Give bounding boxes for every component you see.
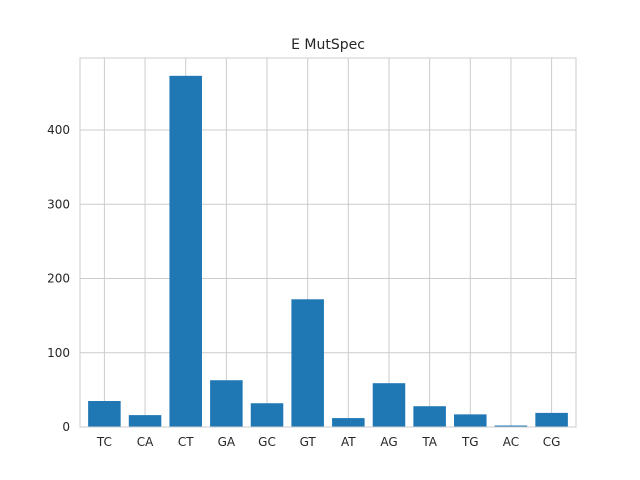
y-tick-label: 300 — [47, 197, 70, 211]
bar-ta — [413, 406, 446, 427]
x-tick-label: AT — [341, 435, 356, 449]
y-tick-label: 200 — [47, 272, 70, 286]
x-tick-label: CG — [543, 435, 561, 449]
bar-cg — [535, 412, 568, 427]
y-tick-label: 400 — [47, 123, 70, 137]
x-tick-label: TG — [461, 435, 479, 449]
bar-at — [332, 418, 365, 427]
bar-gt — [291, 299, 324, 427]
bar-tg — [454, 414, 487, 427]
x-tick-label: AC — [503, 435, 519, 449]
bar-ca — [128, 415, 162, 427]
x-tick-label: TC — [96, 435, 112, 449]
y-tick-label: 0 — [62, 420, 70, 434]
x-tick-label: GC — [258, 435, 276, 449]
plot-frame — [79, 57, 577, 428]
bar-ct — [169, 75, 202, 428]
bar-ag — [372, 383, 406, 427]
y-grid — [80, 129, 576, 428]
bar-tc — [88, 401, 121, 427]
bar-ga — [210, 380, 243, 427]
x-tick-label: CA — [137, 435, 154, 449]
y-tick-label: 100 — [47, 346, 70, 360]
bar-ac — [494, 425, 528, 427]
bars — [88, 75, 568, 428]
x-tick-label: GA — [218, 435, 236, 449]
chart-title: E MutSpec — [291, 37, 365, 53]
x-tick-label: CT — [178, 435, 194, 449]
x-tick-label: GT — [300, 435, 317, 449]
y-axis-ticks: 0 100 200 300 400 — [47, 123, 70, 434]
bar-gc — [250, 403, 284, 427]
x-tick-label: TA — [421, 435, 437, 449]
x-axis-ticks: TC CA CT GA GC GT AT AG TA TG AC CG — [96, 435, 561, 449]
x-tick-label: AG — [380, 435, 397, 449]
